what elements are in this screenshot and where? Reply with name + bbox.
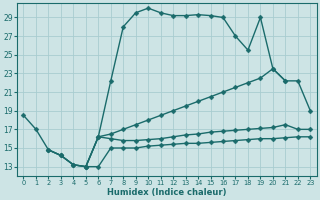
X-axis label: Humidex (Indice chaleur): Humidex (Indice chaleur)	[107, 188, 227, 197]
